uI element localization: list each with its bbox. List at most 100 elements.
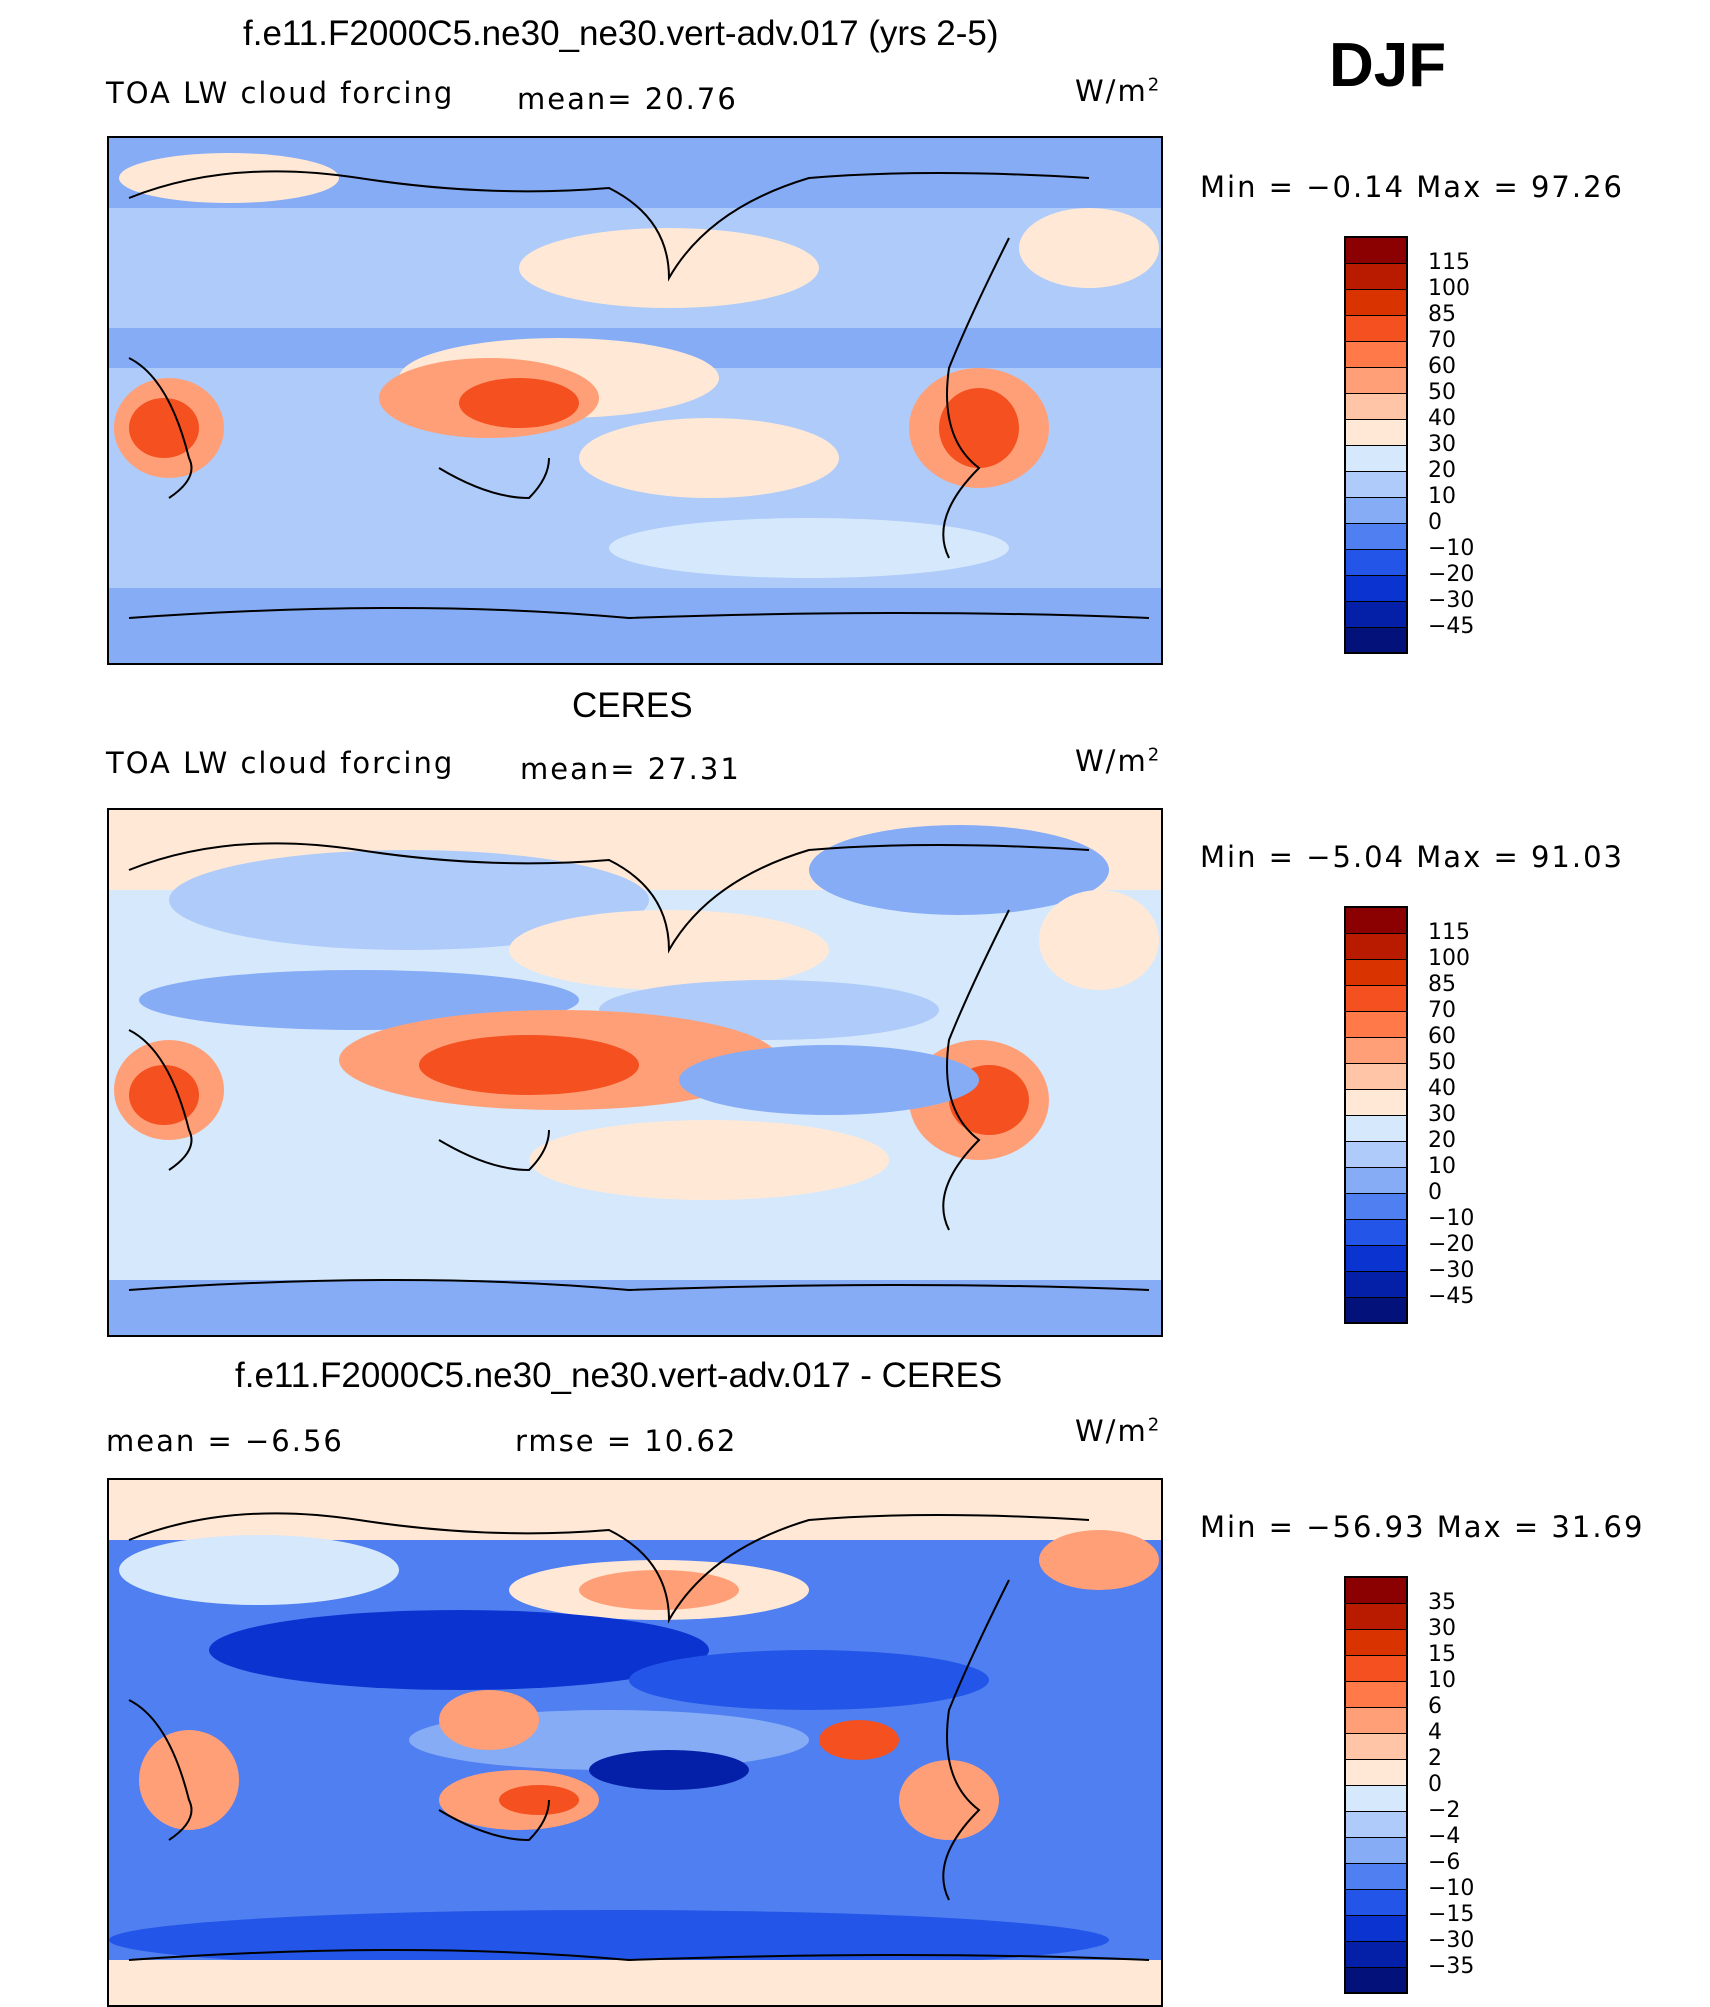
colorbar-label: −10 (1428, 1876, 1475, 1901)
panel2-units: W/m2 (1075, 744, 1162, 778)
panel3-map-svg (109, 1480, 1161, 2005)
colorbar-cell (1346, 1246, 1406, 1272)
colorbar-label: −4 (1428, 1824, 1461, 1849)
colorbar-label: 0 (1428, 1180, 1442, 1205)
colorbar-label: 10 (1428, 1154, 1456, 1179)
colorbar-label: −30 (1428, 1258, 1475, 1283)
colorbar-cell (1346, 576, 1406, 602)
colorbar-label: −6 (1428, 1850, 1461, 1875)
panel2-variable-label: TOA LW cloud forcing (106, 746, 455, 780)
colorbar-cell (1346, 1682, 1406, 1708)
colorbar-cell (1346, 394, 1406, 420)
colorbar-cell (1346, 524, 1406, 550)
panel2-minmax: Min = −5.04 Max = 91.03 (1200, 840, 1624, 874)
colorbar-cell (1346, 1272, 1406, 1298)
panel1-minmax: Min = −0.14 Max = 97.26 (1200, 170, 1624, 204)
panel1-mean-text: mean= 20.76 (517, 82, 738, 116)
panel2-map-svg (109, 810, 1161, 1335)
colorbar-cell (1346, 472, 1406, 498)
panel1-map-svg (109, 138, 1161, 663)
colorbar-cell (1346, 1942, 1406, 1968)
panel3-colorbar (1344, 1576, 1408, 1994)
colorbar-label: −30 (1428, 588, 1475, 613)
colorbar-label: −20 (1428, 562, 1475, 587)
colorbar-label: 100 (1428, 276, 1470, 301)
colorbar-label: −20 (1428, 1232, 1475, 1257)
panel1-variable-label: TOA LW cloud forcing (106, 76, 455, 110)
colorbar-cell (1346, 1168, 1406, 1194)
colorbar-cell (1346, 1630, 1406, 1656)
panel1-map (107, 136, 1163, 665)
colorbar-cell (1346, 1708, 1406, 1734)
colorbar-label: 30 (1428, 432, 1456, 457)
colorbar-cell (1346, 1786, 1406, 1812)
colorbar-cell (1346, 1890, 1406, 1916)
colorbar-label: 4 (1428, 1720, 1442, 1745)
colorbar-label: −10 (1428, 536, 1475, 561)
colorbar-cell (1346, 238, 1406, 264)
colorbar-label: −30 (1428, 1928, 1475, 1953)
colorbar-label: 85 (1428, 302, 1456, 327)
colorbar-label: 30 (1428, 1102, 1456, 1127)
colorbar-label: 85 (1428, 972, 1456, 997)
colorbar-label: 15 (1428, 1642, 1456, 1667)
colorbar-cell (1346, 1864, 1406, 1890)
colorbar-label: −15 (1428, 1902, 1475, 1927)
panel2-map (107, 808, 1163, 1337)
colorbar-cell (1346, 1604, 1406, 1630)
colorbar-label: 60 (1428, 354, 1456, 379)
colorbar-label: 35 (1428, 1590, 1456, 1615)
colorbar-label: 10 (1428, 1668, 1456, 1693)
colorbar-label: 70 (1428, 998, 1456, 1023)
colorbar-cell (1346, 1578, 1406, 1604)
panel1-colorbar (1344, 236, 1408, 654)
colorbar-label: −45 (1428, 614, 1475, 639)
colorbar-label: 30 (1428, 1616, 1456, 1641)
colorbar-cell (1346, 908, 1406, 934)
colorbar-cell (1346, 1142, 1406, 1168)
colorbar-label: 60 (1428, 1024, 1456, 1049)
colorbar-label: 40 (1428, 1076, 1456, 1101)
colorbar-label: −2 (1428, 1798, 1461, 1823)
panel2-mean-label: mean= 27.31 (520, 752, 741, 786)
colorbar-cell (1346, 1916, 1406, 1942)
colorbar-cell (1346, 986, 1406, 1012)
colorbar-label: 115 (1428, 920, 1470, 945)
colorbar-label: 6 (1428, 1694, 1442, 1719)
colorbar-label: 100 (1428, 946, 1470, 971)
colorbar-label: 115 (1428, 250, 1470, 275)
colorbar-label: 20 (1428, 458, 1456, 483)
colorbar-cell (1346, 368, 1406, 394)
colorbar-label: 40 (1428, 406, 1456, 431)
colorbar-label: 2 (1428, 1746, 1442, 1771)
colorbar-label: −45 (1428, 1284, 1475, 1309)
panel2-title: CERES (572, 686, 693, 725)
colorbar-cell (1346, 420, 1406, 446)
colorbar-cell (1346, 1090, 1406, 1116)
colorbar-cell (1346, 1064, 1406, 1090)
colorbar-cell (1346, 934, 1406, 960)
colorbar-cell (1346, 342, 1406, 368)
colorbar-label: 0 (1428, 510, 1442, 535)
colorbar-label: 0 (1428, 1772, 1442, 1797)
panel3-units: W/m2 (1075, 1414, 1162, 1448)
colorbar-cell (1346, 1038, 1406, 1064)
colorbar-cell (1346, 602, 1406, 628)
colorbar-cell (1346, 1968, 1406, 1992)
panel3-mean-label: mean = −6.56 (106, 1424, 344, 1458)
colorbar-label: 50 (1428, 1050, 1456, 1075)
colorbar-cell (1346, 1838, 1406, 1864)
colorbar-cell (1346, 550, 1406, 576)
panel3-map (107, 1478, 1163, 2007)
colorbar-cell (1346, 1760, 1406, 1786)
colorbar-label: 50 (1428, 380, 1456, 405)
colorbar-cell (1346, 1734, 1406, 1760)
colorbar-label: −10 (1428, 1206, 1475, 1231)
colorbar-cell (1346, 316, 1406, 342)
colorbar-cell (1346, 1116, 1406, 1142)
colorbar-cell (1346, 1298, 1406, 1322)
colorbar-cell (1346, 628, 1406, 652)
colorbar-label: 70 (1428, 328, 1456, 353)
panel1-title: f.e11.F2000C5.ne30_ne30.vert-adv.017 (yr… (243, 14, 999, 53)
colorbar-cell (1346, 498, 1406, 524)
